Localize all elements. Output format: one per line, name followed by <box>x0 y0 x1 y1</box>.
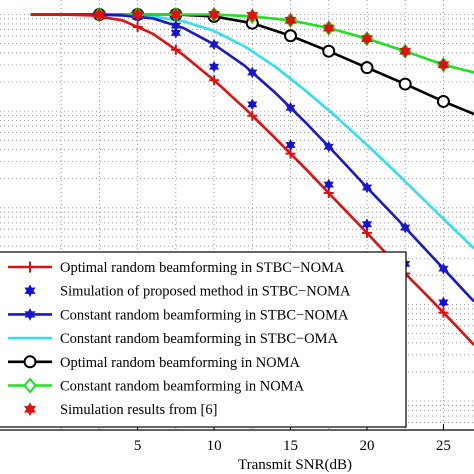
legend: Optimal random beamforming in STBC−NOMA S… <box>0 251 407 428</box>
x-axis-label: Transmit SNR(dB) <box>238 457 352 473</box>
legend-entry-5: Constant random beamforming in NOMA <box>8 377 305 395</box>
legend-label: Constant random beamforming in STBC−NOMA <box>60 307 349 323</box>
marker-circle <box>284 29 298 43</box>
legend-label: Constant random beamforming in STBC−OMA <box>60 331 339 347</box>
x-tick-label: 15 <box>283 438 298 454</box>
marker-plus <box>247 110 258 121</box>
marker-star <box>170 26 181 39</box>
marker-circle <box>322 44 336 58</box>
legend-label: Optimal random beamforming in NOMA <box>60 355 301 371</box>
series-line <box>30 13 474 346</box>
marker-star <box>24 308 36 321</box>
marker-circle <box>436 94 450 108</box>
marker-star <box>131 7 144 22</box>
marker-star <box>208 7 221 22</box>
marker-star <box>284 13 297 28</box>
marker-star <box>323 140 334 153</box>
marker-star <box>169 7 182 22</box>
marker-circle <box>360 61 374 75</box>
marker-star <box>361 218 373 231</box>
legend-label: Constant random beamforming in NOMA <box>60 379 305 395</box>
legend-entry-6: Simulation results from [6] <box>24 402 217 418</box>
marker-star <box>93 7 106 22</box>
marker-star <box>437 57 450 72</box>
marker-star <box>208 38 220 51</box>
marker-diamond <box>23 377 37 394</box>
marker-plus <box>438 307 449 318</box>
legend-entry-2: Constant random beamforming in STBC−NOMA <box>8 307 349 323</box>
marker-star <box>247 98 258 111</box>
marker-star <box>246 8 259 23</box>
x-tick-label: 25 <box>436 438 451 454</box>
series-line <box>30 13 474 303</box>
axes: 5 10 15 20 25 <box>0 424 474 454</box>
series-6 <box>93 7 450 72</box>
marker-star <box>400 221 411 234</box>
marker-star <box>361 31 373 46</box>
marker-star <box>24 284 36 298</box>
marker-star <box>322 21 335 35</box>
marker-star <box>399 44 412 59</box>
marker-star <box>208 60 220 73</box>
marker-star <box>285 101 296 114</box>
legend-label: Simulation of proposed method in STBC−NO… <box>60 284 351 300</box>
legend-entry-4: Optimal random beamforming in NOMA <box>8 355 301 371</box>
marker-star <box>361 181 373 194</box>
marker-circle <box>23 355 37 369</box>
marker-plus <box>170 44 181 55</box>
legend-entry-0: Optimal random beamforming in STBC−NOMA <box>8 260 345 276</box>
marker-plus <box>132 22 143 33</box>
x-tick-label: 20 <box>359 438 374 454</box>
marker-star <box>323 178 334 191</box>
x-tick-label: 5 <box>134 438 142 454</box>
marker-star <box>24 402 36 417</box>
legend-entry-3: Constant random beamforming in STBC−OMA <box>8 331 339 347</box>
marker-star <box>247 66 258 79</box>
marker-star <box>438 296 449 309</box>
marker-plus <box>209 75 220 86</box>
marker-star <box>285 139 296 151</box>
series-layer <box>30 6 474 346</box>
x-tick-label: 10 <box>207 438 222 454</box>
marker-circle <box>398 77 412 91</box>
marker-star <box>438 262 449 275</box>
legend-entry-1: Simulation of proposed method in STBC−NO… <box>24 284 351 300</box>
legend-box <box>0 251 407 428</box>
marker-plus <box>24 261 36 273</box>
legend-label: Optimal random beamforming in STBC−NOMA <box>60 260 345 276</box>
legend-label: Simulation results from [6] <box>60 402 217 418</box>
